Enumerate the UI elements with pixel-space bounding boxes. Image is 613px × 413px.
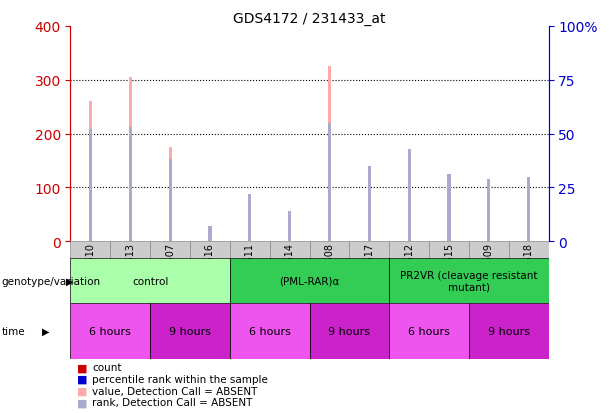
Text: ■: ■ — [77, 386, 87, 396]
Text: PR2VR (cleavage resistant
mutant): PR2VR (cleavage resistant mutant) — [400, 270, 538, 292]
Text: GSM538614: GSM538614 — [284, 242, 295, 301]
Bar — [447, 174, 451, 242]
Title: GDS4172 / 231433_at: GDS4172 / 231433_at — [234, 12, 386, 26]
Text: GSM538615: GSM538615 — [444, 242, 454, 301]
Text: 6 hours: 6 hours — [89, 326, 131, 337]
Text: count: count — [92, 363, 121, 373]
Bar — [328, 123, 331, 242]
Bar — [310, 242, 349, 258]
Bar — [389, 258, 549, 304]
Text: 9 hours: 9 hours — [329, 326, 370, 337]
Text: ▶: ▶ — [42, 326, 49, 337]
Text: ■: ■ — [77, 363, 87, 373]
Bar — [429, 242, 469, 258]
Bar — [389, 242, 429, 258]
Bar — [150, 242, 190, 258]
Bar — [288, 211, 291, 242]
Text: GSM538607: GSM538607 — [165, 242, 175, 301]
Text: GSM538609: GSM538609 — [484, 242, 494, 301]
Bar — [208, 227, 211, 242]
Text: 9 hours: 9 hours — [169, 326, 211, 337]
Bar — [328, 67, 331, 242]
Bar — [310, 304, 389, 359]
Text: GSM538610: GSM538610 — [85, 242, 96, 301]
Bar — [469, 304, 549, 359]
Bar — [89, 130, 92, 242]
Bar — [70, 258, 230, 304]
Text: ■: ■ — [77, 374, 87, 384]
Text: GSM538616: GSM538616 — [205, 242, 215, 301]
Bar — [469, 242, 509, 258]
Text: GSM538608: GSM538608 — [324, 242, 335, 301]
Bar — [349, 242, 389, 258]
Bar — [248, 206, 251, 242]
Text: GSM538612: GSM538612 — [404, 242, 414, 301]
Bar — [110, 242, 150, 258]
Bar — [447, 175, 451, 242]
Text: time: time — [1, 326, 25, 337]
Bar — [70, 304, 150, 359]
Bar — [368, 166, 371, 242]
Text: control: control — [132, 276, 169, 286]
Bar — [408, 158, 411, 242]
Bar — [129, 128, 132, 242]
Bar — [208, 227, 211, 242]
Bar — [230, 304, 310, 359]
Bar — [527, 177, 530, 242]
Text: GSM538618: GSM538618 — [524, 242, 534, 301]
Text: genotype/variation: genotype/variation — [1, 276, 101, 286]
Bar — [169, 147, 172, 242]
Bar — [368, 169, 371, 242]
Text: ■: ■ — [77, 397, 87, 407]
Bar — [408, 149, 411, 242]
Bar — [89, 102, 92, 242]
Bar — [190, 242, 230, 258]
Text: GSM538611: GSM538611 — [245, 242, 255, 301]
Text: (PML-RAR)α: (PML-RAR)α — [280, 276, 340, 286]
Bar — [389, 304, 469, 359]
Bar — [527, 177, 530, 242]
Bar — [487, 180, 490, 242]
Text: value, Detection Call = ABSENT: value, Detection Call = ABSENT — [92, 386, 257, 396]
Bar — [129, 78, 132, 242]
Bar — [150, 304, 230, 359]
Bar — [230, 258, 389, 304]
Bar — [230, 242, 270, 258]
Bar — [487, 179, 490, 242]
Bar — [248, 195, 251, 242]
Text: GSM538617: GSM538617 — [364, 242, 375, 301]
Bar — [288, 215, 291, 242]
Bar — [169, 160, 172, 242]
Text: GSM538613: GSM538613 — [125, 242, 135, 301]
Text: rank, Detection Call = ABSENT: rank, Detection Call = ABSENT — [92, 397, 253, 407]
Text: 6 hours: 6 hours — [249, 326, 291, 337]
Bar — [70, 242, 110, 258]
Text: 6 hours: 6 hours — [408, 326, 450, 337]
Bar — [509, 242, 549, 258]
Text: percentile rank within the sample: percentile rank within the sample — [92, 374, 268, 384]
Text: 9 hours: 9 hours — [488, 326, 530, 337]
Bar — [270, 242, 310, 258]
Text: ▶: ▶ — [66, 276, 74, 286]
